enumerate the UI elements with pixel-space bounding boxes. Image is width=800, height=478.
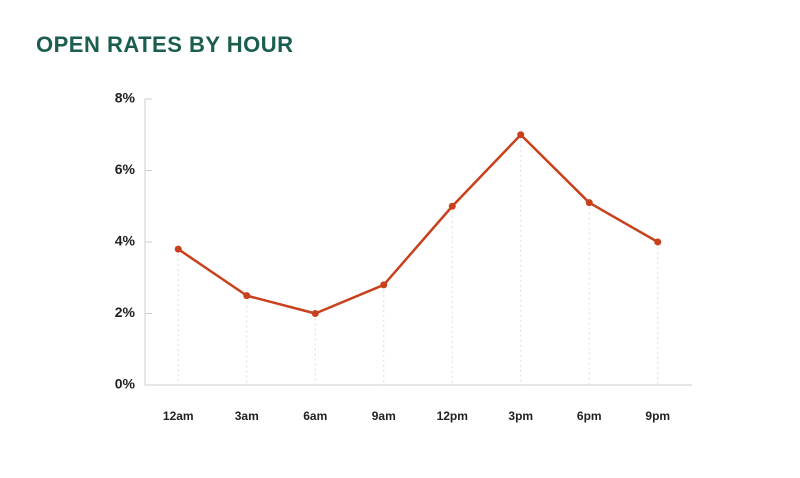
y-tick-label: 2%: [115, 304, 136, 320]
x-tick-label: 3am: [235, 409, 259, 423]
data-line: [177, 133, 659, 315]
x-tick-label: 6am: [303, 409, 327, 423]
data-point: [174, 245, 182, 253]
chart-title: OPEN RATES BY HOUR: [36, 32, 294, 57]
x-tick-label: 12pm: [437, 409, 468, 423]
y-tick-label: 4%: [115, 233, 136, 249]
y-tick-label: 8%: [115, 90, 136, 106]
data-point: [448, 202, 456, 210]
x-tick-label: 9am: [372, 409, 396, 423]
data-point: [243, 292, 251, 300]
data-point: [585, 199, 593, 207]
x-tick-label: 9pm: [645, 409, 670, 423]
y-tick-label: 0%: [115, 376, 136, 392]
data-point: [517, 131, 525, 139]
data-point: [311, 310, 319, 317]
data-point: [380, 281, 388, 289]
x-tick-label: 12am: [163, 409, 194, 423]
data-point: [654, 238, 662, 246]
x-tick-label: 3pm: [508, 409, 533, 423]
x-tick-label: 6pm: [577, 409, 602, 423]
y-tick-label: 6%: [115, 161, 136, 177]
